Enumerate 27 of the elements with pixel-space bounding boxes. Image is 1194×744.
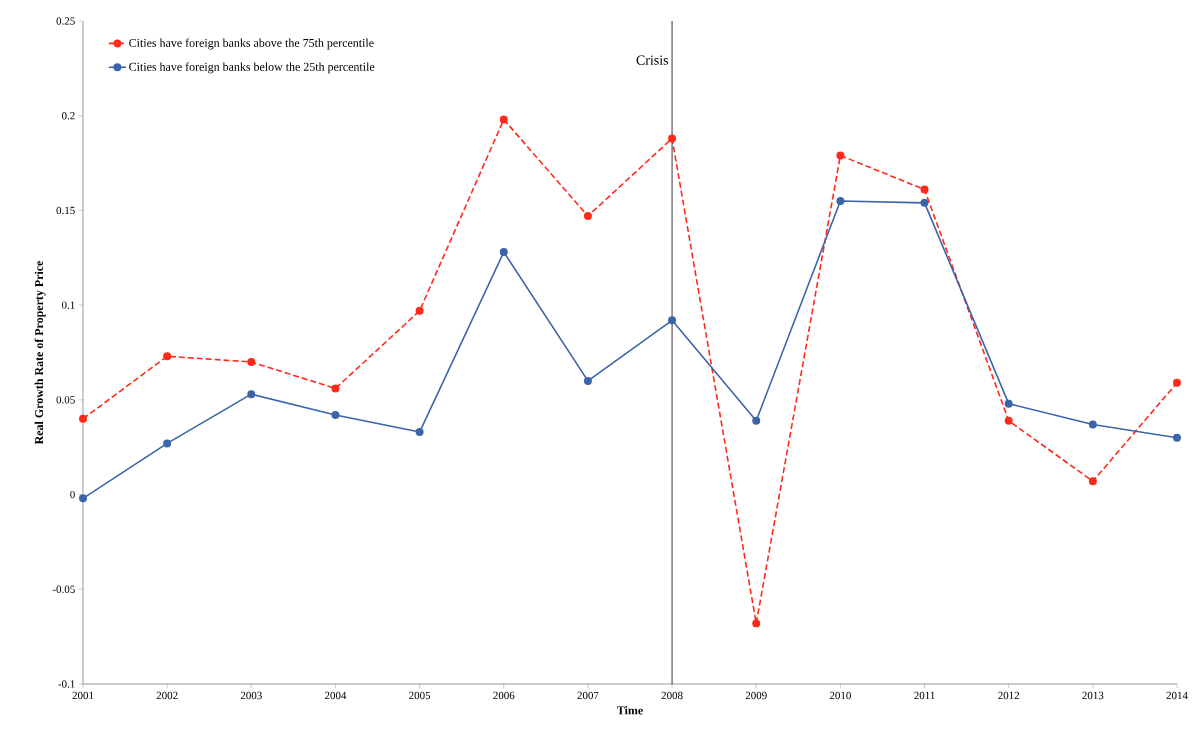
- y-tick-label: 0.2: [61, 111, 75, 120]
- x-tick-label: 2006: [493, 691, 515, 700]
- x-tick-label: 2009: [745, 691, 767, 700]
- y-tick-label: 0.15: [56, 206, 75, 215]
- legend-label: Cities have foreign banks below the 25th percentile: [129, 62, 375, 74]
- x-tick-label: 2014: [1166, 691, 1188, 700]
- y-tick-label: 0.1: [61, 301, 75, 309]
- x-tick-label: 2004: [324, 691, 347, 700]
- ref-line-label: Crisis: [636, 55, 669, 65]
- x-tick-label: 2012: [998, 691, 1020, 700]
- x-tick-label: 2007: [577, 691, 599, 700]
- x-tick-label: 2002: [156, 691, 178, 700]
- y-tick-label: 0: [70, 490, 75, 499]
- y-tick-label: 0.05: [56, 396, 75, 404]
- y-tick-label: 0.25: [56, 17, 75, 25]
- x-tick-label: 2003: [240, 691, 262, 700]
- x-tick-label: 2005: [409, 691, 431, 700]
- y-tick-label: -0.05: [52, 585, 75, 594]
- x-tick-label: 2008: [661, 691, 683, 700]
- x-tick-label: 2013: [1082, 691, 1104, 700]
- x-axis-title: Time: [617, 706, 643, 715]
- x-tick-label: 2010: [829, 691, 851, 700]
- legend-label: Cities have foreign banks above the 75th percentile: [129, 38, 374, 50]
- y-axis-title: Real Growth Rate of Property Price: [34, 260, 46, 445]
- x-tick-label: 2011: [914, 691, 935, 700]
- x-tick-label: 2001: [72, 691, 94, 700]
- y-tick-label: -0.1: [58, 680, 75, 688]
